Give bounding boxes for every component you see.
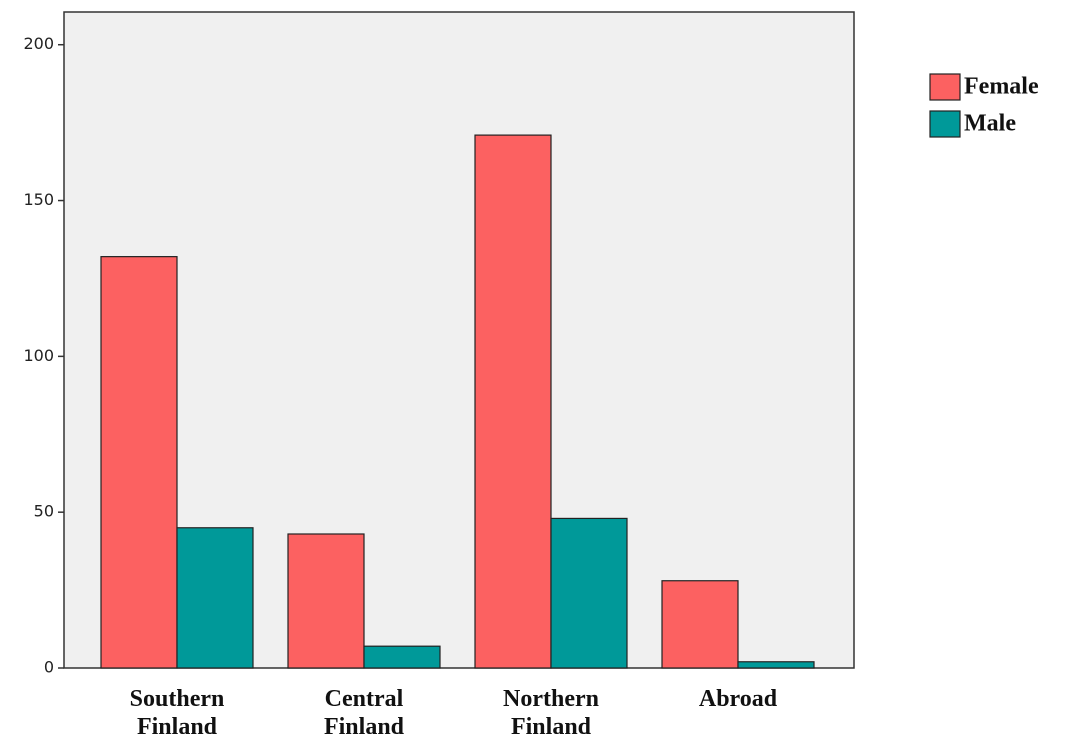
bar [474,134,552,669]
legend-swatch [929,110,961,138]
bar [737,661,815,669]
x-tick-label: Southern Finland [130,686,225,740]
bar [100,256,178,669]
x-tick-label: Central Finland [324,686,405,740]
y-tick-label: 0 [44,658,54,677]
legend-swatch [929,73,961,101]
bar [287,533,365,669]
y-tick-label: 200 [23,34,54,53]
bar [661,580,739,669]
x-tick-label: Northern Finland [503,686,599,740]
y-tick-label: 100 [23,346,54,365]
y-tick-label: 150 [23,190,54,209]
bar [176,527,254,669]
bar [550,517,628,669]
y-tick-label: 50 [34,502,54,521]
x-tick-label: Abroad [699,686,778,712]
legend-label: Male [964,111,1016,137]
bar [363,645,441,669]
legend-label: Female [964,74,1039,100]
